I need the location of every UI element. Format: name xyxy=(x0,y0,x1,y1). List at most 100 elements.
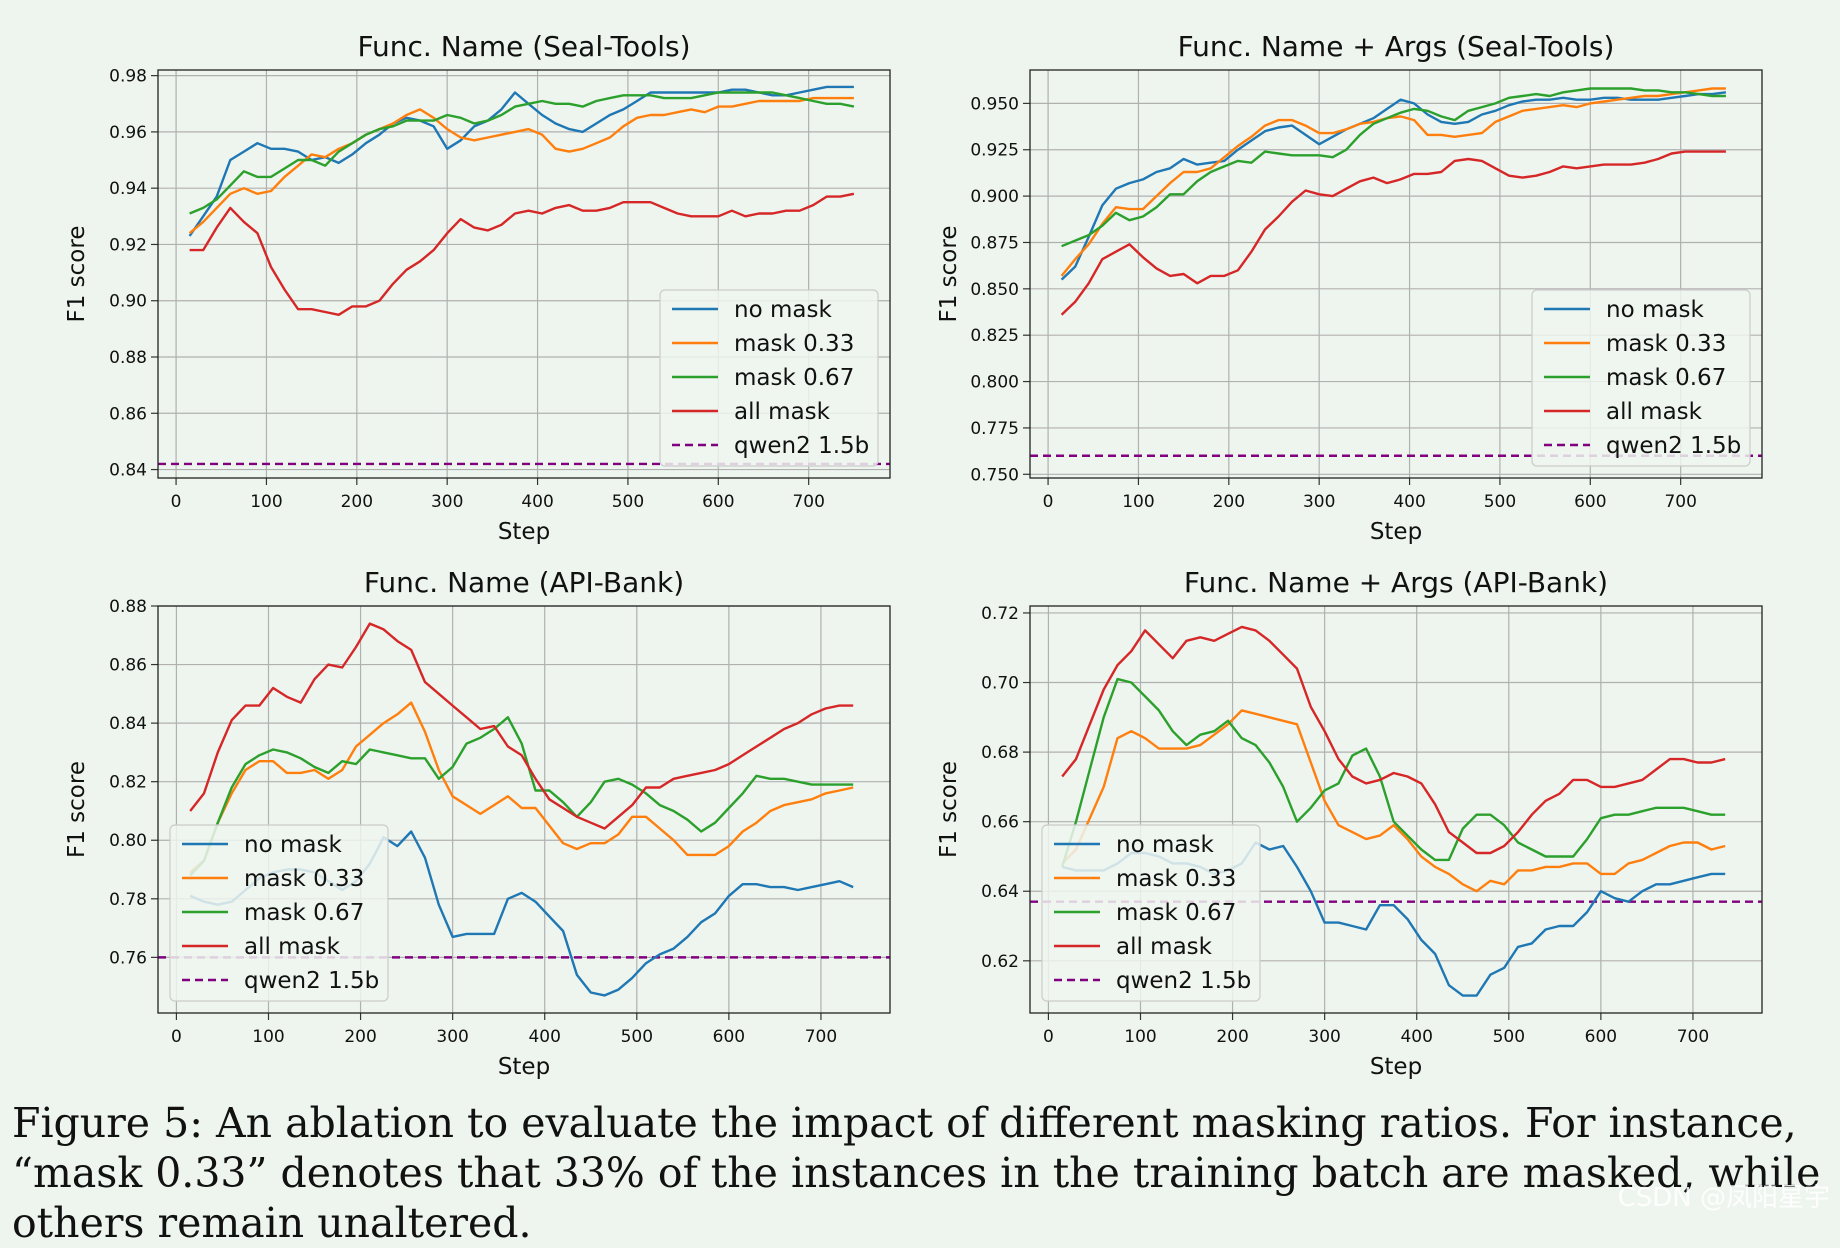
y-tick-label: 0.96 xyxy=(109,123,147,143)
x-tick-label: 100 xyxy=(1122,492,1154,512)
legend-box xyxy=(1531,289,1751,467)
series-line xyxy=(1061,677,1726,868)
x-tick-label: 500 xyxy=(1484,492,1516,512)
x-tick-label: 500 xyxy=(621,1027,653,1047)
axes-frame xyxy=(1029,69,1763,479)
x-tick-label: 200 xyxy=(341,492,373,512)
y-tick-label: 0.825 xyxy=(970,326,1019,346)
y-tick-label: 0.80 xyxy=(109,831,147,851)
legend-label: mask 0.67 xyxy=(734,365,854,391)
legend-label: qwen2 1.5b xyxy=(1606,433,1741,459)
y-tick-label: 0.950 xyxy=(970,94,1019,114)
x-tick-label: 0 xyxy=(1043,492,1054,512)
legend-label: mask 0.33 xyxy=(244,866,364,892)
x-tick-label: 500 xyxy=(612,492,644,512)
y-tick-label: 0.750 xyxy=(970,465,1019,485)
chart-2: 0 100 200 300 400 500 600 700 0.750 0.775 0.800 0.8… xyxy=(936,30,1763,545)
x-tick-label: 100 xyxy=(250,492,282,512)
series-line xyxy=(189,91,855,215)
x-tick-label: 300 xyxy=(431,492,463,512)
legend-box xyxy=(659,289,879,467)
y-tick-label: 0.88 xyxy=(109,597,147,617)
y-tick-label: 0.82 xyxy=(109,773,147,793)
x-axis-label: Step xyxy=(498,519,550,545)
legend-label: all mask xyxy=(1116,934,1213,960)
x-tick-label: 400 xyxy=(528,1027,560,1047)
axes-frame xyxy=(1029,605,1763,1014)
y-tick-label: 0.64 xyxy=(981,882,1019,902)
chart-title: Func. Name + Args (Seal-Tools) xyxy=(1178,30,1615,63)
legend-label: mask 0.33 xyxy=(1116,866,1236,892)
y-tick-label: 0.92 xyxy=(109,235,147,255)
y-axis-label: F1 score xyxy=(64,226,90,323)
chart-title: Func. Name + Args (API-Bank) xyxy=(1184,566,1608,599)
legend-label: qwen2 1.5b xyxy=(1116,968,1251,994)
legend-label: mask 0.67 xyxy=(1606,365,1726,391)
x-tick-label: 700 xyxy=(1664,492,1696,512)
chart-title: Func. Name (Seal-Tools) xyxy=(357,30,690,63)
series-line xyxy=(189,192,855,316)
y-tick-label: 0.875 xyxy=(970,233,1019,253)
x-tick-label: 400 xyxy=(1393,492,1425,512)
y-axis-label: F1 score xyxy=(936,226,962,323)
y-tick-label: 0.775 xyxy=(970,419,1019,439)
legend-label: no mask xyxy=(244,832,342,858)
x-tick-label: 300 xyxy=(1303,492,1335,512)
legend-label: mask 0.67 xyxy=(1116,900,1236,926)
legend-box xyxy=(1041,824,1261,1002)
chart-title: Func. Name (API-Bank) xyxy=(364,566,684,599)
x-tick-label: 0 xyxy=(1043,1027,1054,1047)
x-tick-label: 600 xyxy=(702,492,734,512)
x-tick-label: 600 xyxy=(1574,492,1606,512)
y-tick-label: 0.98 xyxy=(109,67,147,87)
series-line xyxy=(1061,709,1726,893)
x-tick-label: 300 xyxy=(1308,1027,1340,1047)
x-tick-label: 200 xyxy=(344,1027,376,1047)
legend: no mask mask 0.33 mask 0.67 all mask qwen2 1… xyxy=(169,824,389,1002)
y-tick-label: 0.68 xyxy=(981,743,1019,763)
axes-frame xyxy=(157,605,891,1014)
y-tick-label: 0.70 xyxy=(981,674,1019,694)
y-tick-label: 0.62 xyxy=(981,952,1019,972)
x-tick-label: 500 xyxy=(1493,1027,1525,1047)
x-tick-label: 0 xyxy=(171,1027,182,1047)
series-line xyxy=(188,85,854,237)
y-tick-label: 0.66 xyxy=(981,813,1019,833)
legend-label: all mask xyxy=(734,399,831,425)
legend-label: no mask xyxy=(734,297,832,323)
legend-label: no mask xyxy=(1116,832,1214,858)
legend: no mask mask 0.33 mask 0.67 all mask qwen2 1… xyxy=(1041,824,1261,1002)
series-line xyxy=(1060,150,1726,316)
x-tick-label: 600 xyxy=(713,1027,745,1047)
y-tick-label: 0.900 xyxy=(970,187,1019,207)
x-tick-label: 600 xyxy=(1585,1027,1617,1047)
series-line xyxy=(1060,87,1726,277)
y-tick-label: 0.72 xyxy=(981,604,1019,624)
x-tick-label: 100 xyxy=(252,1027,284,1047)
watermark: CSDN @凤阳星宇 xyxy=(1617,1183,1830,1213)
chart-1: 0 100 200 300 400 500 600 700 0.84 0.86 0.88 0.90 0.… xyxy=(64,30,891,545)
x-tick-label: 700 xyxy=(1677,1027,1709,1047)
y-axis-label: F1 score xyxy=(936,761,962,858)
x-tick-label: 200 xyxy=(1213,492,1245,512)
series-line xyxy=(189,701,854,874)
x-tick-label: 0 xyxy=(171,492,182,512)
x-tick-label: 300 xyxy=(436,1027,468,1047)
axes-frame xyxy=(157,69,891,479)
figure-caption: Figure 5: An ablation to evaluate the im… xyxy=(12,1099,1821,1247)
series-line xyxy=(1061,87,1726,248)
gridlines xyxy=(1030,606,1762,1013)
legend-label: all mask xyxy=(1606,399,1703,425)
y-tick-label: 0.90 xyxy=(109,292,147,312)
series-line xyxy=(1060,91,1727,281)
y-tick-label: 0.84 xyxy=(109,461,147,481)
y-tick-label: 0.78 xyxy=(109,890,147,910)
y-axis-label: F1 score xyxy=(64,761,90,858)
series-line xyxy=(189,622,854,830)
y-tick-label: 0.800 xyxy=(970,373,1019,393)
y-tick-label: 0.925 xyxy=(970,141,1019,161)
x-tick-label: 700 xyxy=(805,1027,837,1047)
legend: no mask mask 0.33 mask 0.67 all mask qwen2 1… xyxy=(1531,289,1751,467)
series-line xyxy=(189,716,854,877)
x-axis-label: Step xyxy=(498,1054,550,1080)
